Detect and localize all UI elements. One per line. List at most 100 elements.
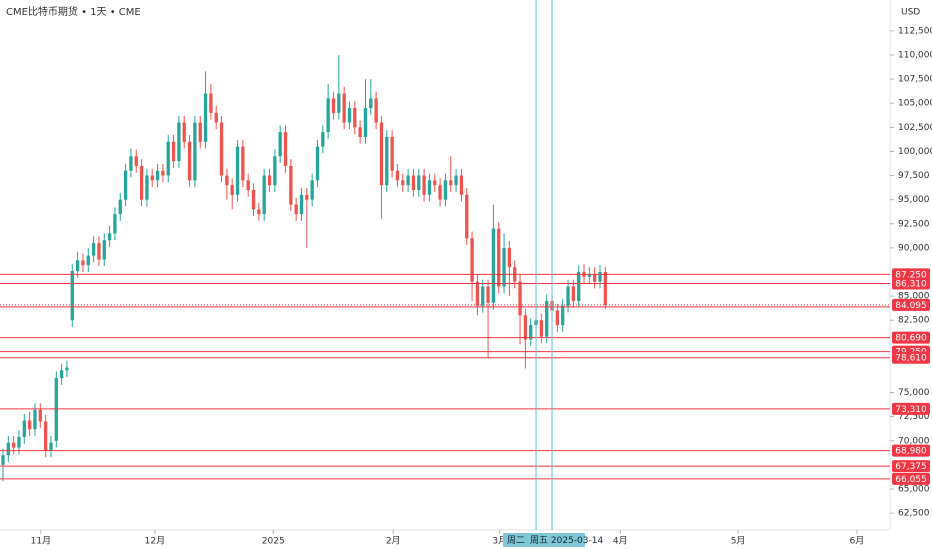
candle-body xyxy=(353,108,357,128)
x-tick-label: 11月 xyxy=(31,536,51,547)
candle-body xyxy=(155,170,160,181)
candle-body xyxy=(545,300,549,337)
y-tick-label: 100,000 xyxy=(898,147,932,157)
x-tick-label: 2月 xyxy=(386,536,401,547)
candle-body xyxy=(491,228,496,303)
price-label: 87,250 xyxy=(895,270,927,280)
candle-body xyxy=(342,93,346,123)
y-tick-label: 62,500 xyxy=(898,509,930,519)
candle-body xyxy=(86,255,90,266)
price-label: 80,690 xyxy=(895,334,927,344)
candle-body xyxy=(17,436,21,448)
candle-body xyxy=(91,243,96,256)
candle-body xyxy=(305,194,309,200)
candle-body xyxy=(102,240,106,260)
crosshair-label: 周二 xyxy=(507,535,525,546)
candle-body xyxy=(11,442,16,448)
candle-body xyxy=(507,247,512,268)
candle-body xyxy=(219,122,224,176)
candle-body xyxy=(38,409,42,422)
candle-body xyxy=(486,286,490,303)
x-tick-label: 6月 xyxy=(850,536,865,547)
candle-body xyxy=(470,238,474,282)
candle-body xyxy=(603,271,607,305)
y-tick-label: 107,500 xyxy=(898,75,932,85)
candle-body xyxy=(198,122,202,142)
candle-body xyxy=(593,273,597,282)
candle-body xyxy=(459,175,464,195)
current-price-label-bg xyxy=(892,298,930,311)
candle-body xyxy=(241,146,245,181)
candle-body xyxy=(395,170,400,181)
candle-body xyxy=(182,122,186,142)
candle-body xyxy=(363,108,368,137)
candle-body xyxy=(97,243,101,260)
candle-body xyxy=(150,175,154,181)
candle-body xyxy=(422,175,426,195)
candle-body xyxy=(49,442,53,451)
candle-body xyxy=(502,247,506,287)
candle-body xyxy=(27,420,32,430)
y-tick-label: 75,000 xyxy=(898,388,930,398)
candle-body xyxy=(390,136,394,171)
y-tick-label: 95,000 xyxy=(898,195,930,205)
price-label: 86,310 xyxy=(895,279,927,289)
price-label: 78,610 xyxy=(895,354,927,364)
candle-body xyxy=(497,228,501,287)
candle-body xyxy=(561,305,565,326)
candle-body xyxy=(331,98,336,113)
candle-body xyxy=(273,156,277,186)
price-label: 66,055 xyxy=(895,475,927,485)
y-tick-label: 90,000 xyxy=(898,243,930,253)
price-label: 68,980 xyxy=(895,447,927,457)
candle-body xyxy=(187,141,192,181)
y-tick-label: 112,500 xyxy=(898,26,932,36)
candle-body xyxy=(161,170,165,176)
candle-body xyxy=(134,156,138,166)
candle-body xyxy=(246,180,250,191)
candle-body xyxy=(81,260,85,266)
candle-body xyxy=(177,122,181,162)
price-label-bg xyxy=(892,460,930,473)
candle-body xyxy=(587,273,592,277)
candle-body xyxy=(347,108,352,123)
candle-body xyxy=(369,98,373,109)
y-tick-label: 70,000 xyxy=(898,436,930,446)
candle-body xyxy=(539,320,544,337)
candle-body xyxy=(433,180,437,186)
candle-body xyxy=(289,165,293,205)
candle-body xyxy=(401,180,405,186)
candle-body xyxy=(278,132,282,157)
candle-body xyxy=(417,175,421,191)
candle-body xyxy=(337,93,341,113)
candle-body xyxy=(257,209,261,215)
candle-body xyxy=(443,180,448,200)
candle-body xyxy=(411,175,416,191)
candle-body xyxy=(171,141,176,162)
candle-body xyxy=(427,180,432,195)
candle-body xyxy=(475,281,480,306)
candle-body xyxy=(529,325,533,340)
candle-body xyxy=(225,175,229,186)
crosshair-label: 周五 2025-03-14 xyxy=(530,535,603,546)
candle-body xyxy=(129,156,133,171)
candle-body xyxy=(54,378,58,441)
candle-body xyxy=(566,286,570,306)
candle-body xyxy=(193,122,197,181)
y-tick-label: 92,500 xyxy=(898,219,930,229)
candle-body xyxy=(374,98,378,123)
candle-body xyxy=(438,185,442,200)
candle-body xyxy=(209,93,213,113)
price-label: 73,310 xyxy=(895,405,927,415)
candle-body xyxy=(251,190,256,210)
y-tick-label: 85,000 xyxy=(898,292,930,302)
candle-body xyxy=(43,421,48,451)
candle-body xyxy=(262,175,266,215)
candle-body xyxy=(203,93,208,142)
candle-body xyxy=(59,370,64,379)
candle-body xyxy=(139,165,144,200)
candle-body xyxy=(294,204,298,215)
price-label-bg xyxy=(892,268,930,281)
